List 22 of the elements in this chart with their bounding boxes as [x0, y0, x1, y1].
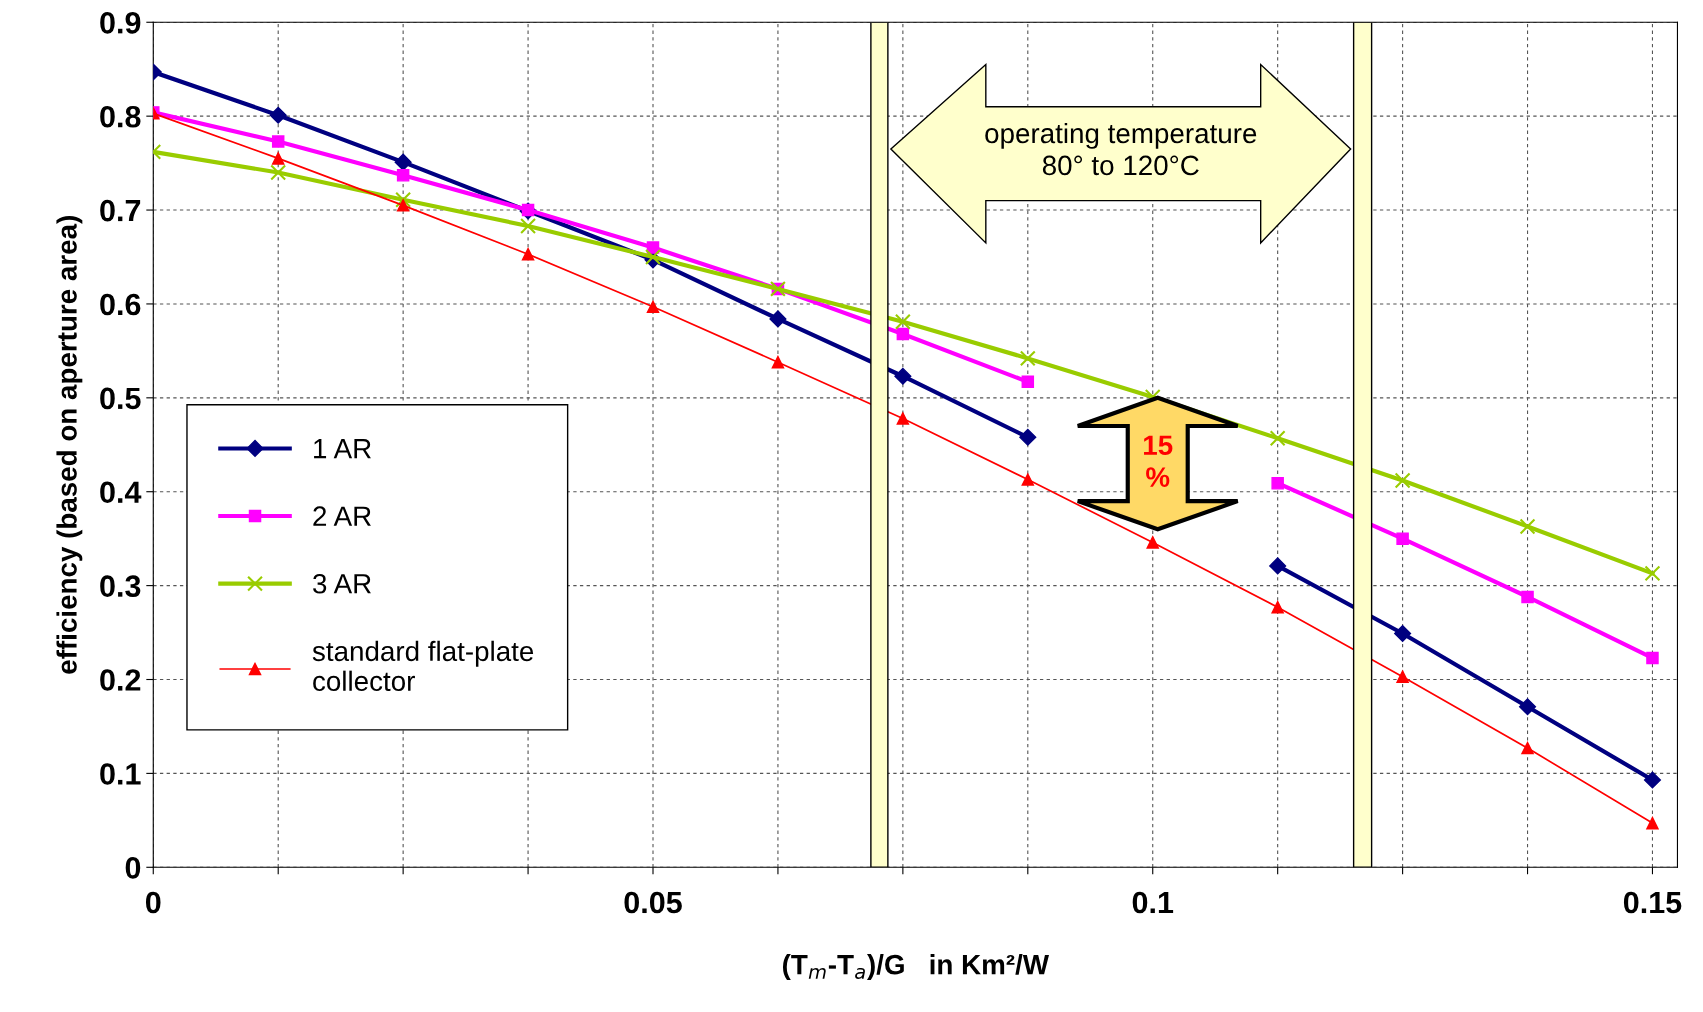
y-tick-label: 0.5 [100, 387, 141, 410]
y-tick-label: 0.3 [100, 575, 141, 598]
y-axis-title: efficiency (based on aperture area) [56, 216, 83, 674]
legend-label: 3 AR [313, 573, 371, 594]
y-tick-label: 0.4 [100, 481, 142, 504]
legend-label: standard flat-plate collector [312, 640, 534, 692]
y-tick-label: 0.1 [100, 763, 141, 785]
y-tick-label: 0.8 [100, 105, 141, 128]
annotation: operating temperature 80° to 120°C [985, 122, 1257, 176]
x-tick-label: 0.05 [624, 891, 682, 914]
x-axis-title: (T$_{m}$-T$_{a}$)/G in Km²/W [783, 954, 1049, 980]
legend-label: 2 AR [313, 506, 371, 526]
y-tick-label: 0.7 [100, 199, 141, 222]
x-tick-label: 0.15 [1623, 891, 1682, 914]
y-tick-label: 0.9 [100, 12, 141, 34]
y-tick-label: 0.2 [100, 669, 141, 691]
x-tick-label: 0 [145, 891, 161, 914]
annotation: 15 % [1144, 435, 1173, 487]
y-tick-label: 0.6 [100, 293, 141, 316]
y-tick-label: 0 [125, 857, 141, 879]
x-tick-label: 0.1 [1132, 891, 1174, 914]
legend-label: 1 AR [314, 439, 371, 459]
